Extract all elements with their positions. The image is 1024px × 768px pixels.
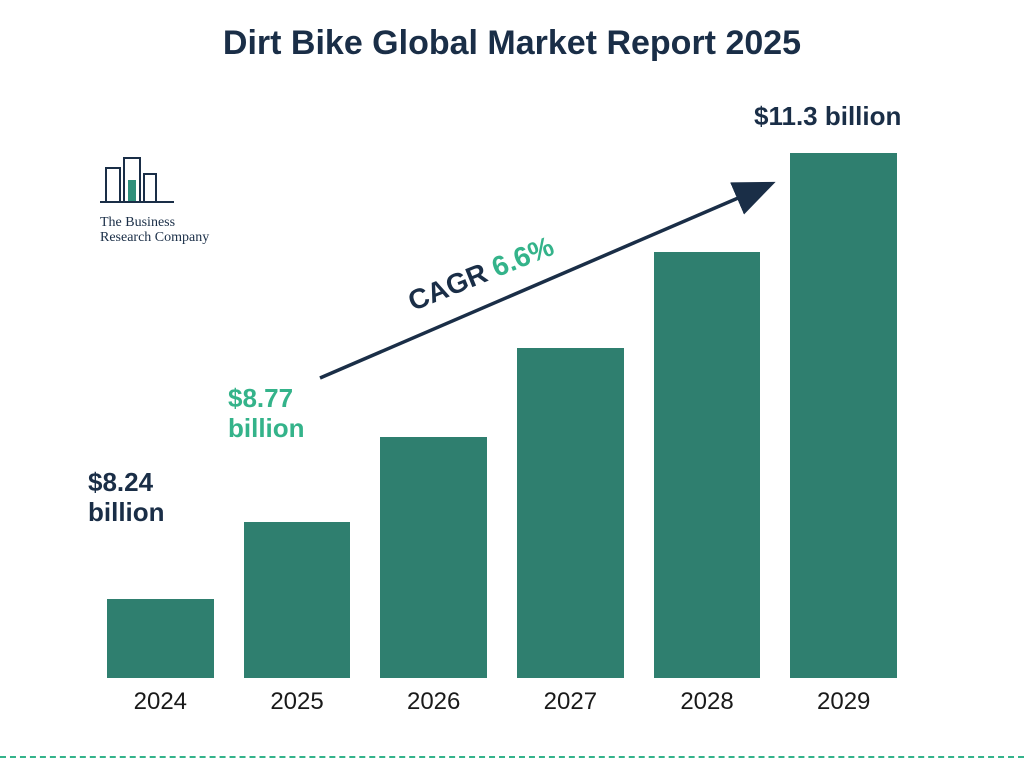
bar-value-label: $11.3 billion <box>754 102 901 132</box>
bar-slot <box>775 138 912 678</box>
x-axis-tick-label: 2028 <box>639 688 776 716</box>
x-axis-tick-label: 2029 <box>775 688 912 716</box>
bar-slot <box>92 138 229 678</box>
bar <box>380 437 487 678</box>
footer-divider <box>0 756 1024 758</box>
y-axis-label: Market Size (in USD billion) <box>936 678 962 768</box>
bar-slot <box>365 138 502 678</box>
bar-slot <box>639 138 776 678</box>
bar <box>790 153 897 678</box>
chart-canvas: Dirt Bike Global Market Report 2025 The … <box>0 0 1024 768</box>
bar-chart-area <box>92 138 912 678</box>
x-axis-tick-label: 2025 <box>229 688 366 716</box>
x-axis-tick-label: 2026 <box>365 688 502 716</box>
bars-container <box>92 138 912 678</box>
bar <box>517 348 624 678</box>
bar-value-label: $8.24billion <box>88 468 165 528</box>
bar-value-label: $8.77billion <box>228 384 305 444</box>
x-axis-labels: 202420252026202720282029 <box>92 688 912 716</box>
x-axis-tick-label: 2027 <box>502 688 639 716</box>
bar <box>107 599 214 678</box>
x-axis-tick-label: 2024 <box>92 688 229 716</box>
chart-title: Dirt Bike Global Market Report 2025 <box>0 24 1024 63</box>
bar <box>244 522 351 678</box>
bar-slot <box>502 138 639 678</box>
bar <box>654 252 761 678</box>
